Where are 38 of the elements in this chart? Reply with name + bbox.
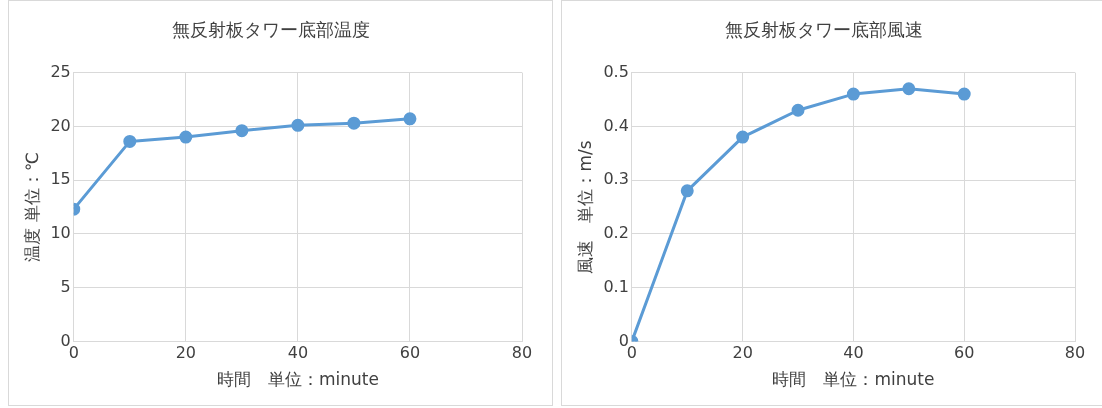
y-tick-label: 5 <box>60 276 71 296</box>
y-tick-label: 0 <box>618 330 629 350</box>
point <box>846 87 860 101</box>
x-tick-label: 80 <box>1064 343 1086 363</box>
point <box>791 103 805 117</box>
point <box>347 116 361 130</box>
point <box>123 134 137 148</box>
x-axis-title: 時間 単位：minute <box>772 369 935 390</box>
point <box>680 184 694 198</box>
point <box>179 130 193 144</box>
x-tick-label: 20 <box>732 343 753 363</box>
y-tick-label: 0.2 <box>603 223 629 243</box>
point <box>235 124 249 138</box>
y-tick-label: 0.5 <box>603 61 629 81</box>
point <box>736 130 750 144</box>
x-tick-label: 80 <box>511 343 533 363</box>
y-tick-label: 10 <box>50 223 71 243</box>
y-tick-label: 0.3 <box>603 169 629 189</box>
y-axis-title: 風速 単位：m/s <box>574 140 595 274</box>
y-tick-label: 0.4 <box>603 115 629 135</box>
y-tick-label: 15 <box>50 169 71 189</box>
y-tick-label: 0.1 <box>603 276 629 296</box>
chart-title: 無反射板タワー底部温度 <box>171 19 370 41</box>
x-tick-label: 60 <box>399 343 421 363</box>
y-axis-title: 温度 単位：℃ <box>21 152 42 262</box>
y-tick-label: 25 <box>50 61 71 81</box>
x-tick-label: 20 <box>175 343 196 363</box>
point <box>291 118 305 132</box>
y-tick-label: 0 <box>60 330 71 350</box>
x-tick-label: 40 <box>843 343 864 363</box>
x-tick-label: 60 <box>954 343 975 363</box>
x-tick-label: 40 <box>287 343 309 363</box>
point <box>957 87 971 101</box>
point <box>403 112 417 126</box>
chart-title: 無反射板タワー底部風速 <box>724 19 923 41</box>
point <box>902 82 916 96</box>
y-tick-label: 20 <box>50 115 71 135</box>
x-axis-title: 時間 単位：minute <box>216 369 379 390</box>
